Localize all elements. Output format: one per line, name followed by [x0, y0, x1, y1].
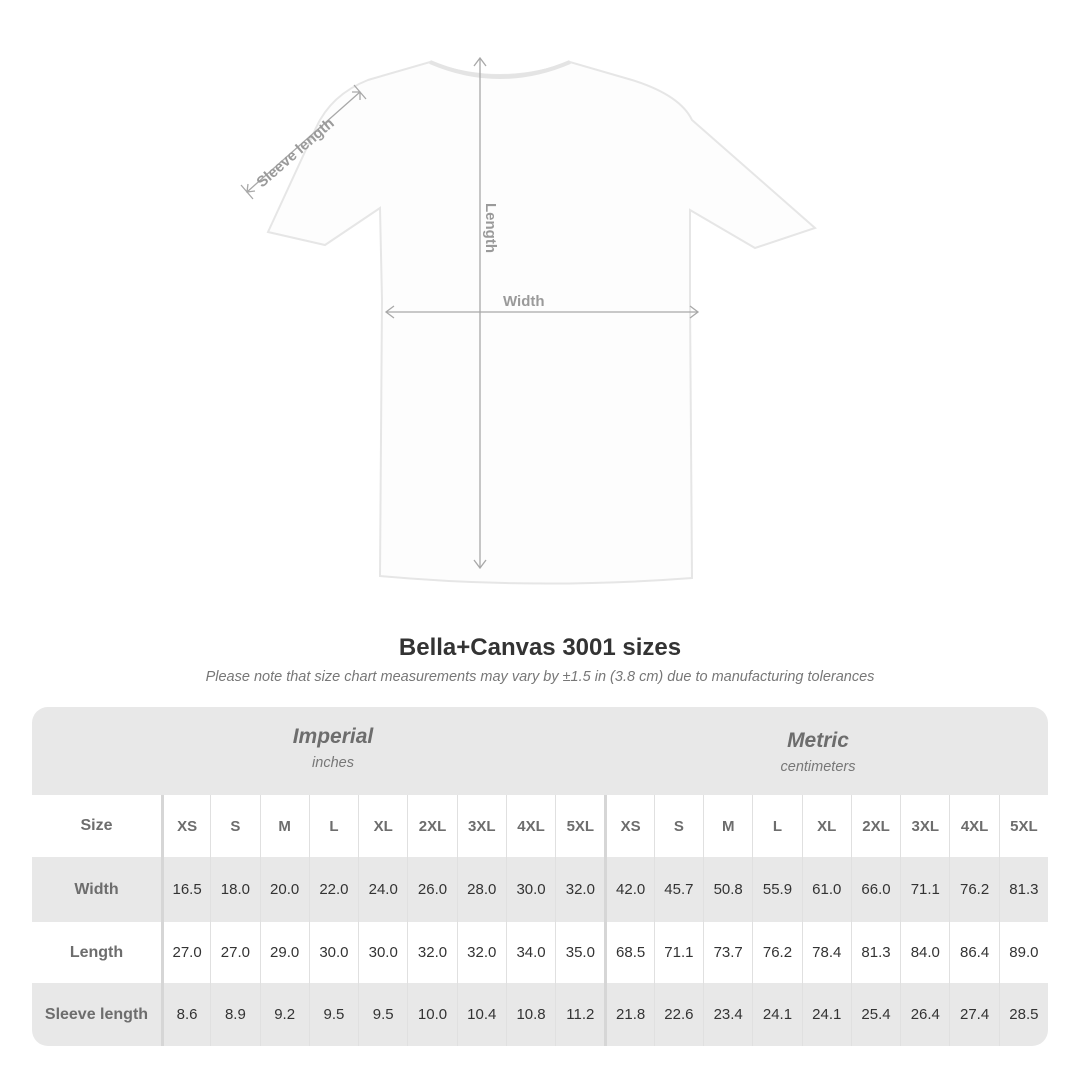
size-cell: 4XL [949, 795, 998, 857]
width-label: Width [503, 293, 545, 310]
size-cell: 3XL [456, 795, 506, 857]
table-row: Sleeve length 8.6 8.9 9.2 9.5 9.5 10.0 10.4 10.8… [32, 983, 1048, 1046]
value-cell: 50.8 [703, 857, 752, 922]
value-cell: 78.4 [801, 922, 851, 983]
value-cell: 16.5 [160, 857, 210, 922]
value-cell: 24.1 [801, 983, 851, 1046]
system-unit: centimeters [780, 759, 856, 775]
value-cell: 9.5 [358, 983, 407, 1046]
row-label: Sleeve length [44, 1005, 149, 1023]
length-label: Length [482, 203, 499, 253]
value-cell: 26.4 [900, 983, 949, 1046]
value-cell: 20.0 [259, 857, 309, 922]
value-cell: 30.0 [308, 922, 358, 983]
size-cell: M [703, 795, 752, 857]
table-row: Length 27.0 27.0 29.0 30.0 30.0 32.0 32.0 34.0 35… [32, 922, 1048, 983]
value-cell: 71.1 [653, 922, 703, 983]
row-label: Width [74, 880, 119, 898]
size-cell: S [210, 795, 259, 857]
value-cell: 21.8 [604, 983, 653, 1046]
value-cell: 25.4 [850, 983, 900, 1046]
row-label: Length [69, 943, 124, 961]
row-label: Size [80, 817, 113, 834]
value-cell: 26.0 [407, 857, 456, 922]
system-name: Imperial [292, 725, 374, 748]
size-cell: 5XL [555, 795, 604, 857]
value-cell: 68.5 [604, 922, 653, 983]
value-cell: 81.3 [998, 857, 1048, 922]
value-cell: 76.2 [752, 922, 801, 983]
value-cell: 27.4 [949, 983, 998, 1046]
tolerance-note: Please note that size chart measurements… [205, 669, 875, 685]
value-cell: 28.5 [998, 983, 1048, 1046]
size-cell: XL [801, 795, 851, 857]
value-cell: 61.0 [801, 857, 851, 922]
value-cell: 24.1 [752, 983, 801, 1046]
metric-header: Metric centimeters [605, 729, 1031, 775]
value-cell: 28.0 [456, 857, 506, 922]
size-cell: 3XL [900, 795, 949, 857]
value-cell: 9.5 [308, 983, 358, 1046]
value-cell: 45.7 [653, 857, 703, 922]
tshirt-diagram: Sleeve length Length Width [240, 56, 817, 585]
value-cell: 66.0 [850, 857, 900, 922]
value-cell: 32.0 [555, 857, 604, 922]
value-cell: 55.9 [752, 857, 801, 922]
value-cell: 34.0 [505, 922, 555, 983]
value-cell: 18.0 [210, 857, 259, 922]
value-cell: 9.2 [259, 983, 309, 1046]
size-cell: 5XL [998, 795, 1048, 857]
size-cell: M [259, 795, 309, 857]
value-cell: 30.0 [505, 857, 555, 922]
system-unit: inches [312, 755, 354, 771]
value-cell: 23.4 [703, 983, 752, 1046]
value-cell: 27.0 [210, 922, 259, 983]
size-table: Imperial inches Metric centimeters Size X… [32, 707, 1048, 1046]
value-cell: 73.7 [703, 922, 752, 983]
value-cell: 81.3 [850, 922, 900, 983]
size-cell: S [653, 795, 703, 857]
value-cell: 76.2 [949, 857, 998, 922]
page-title: Bella+Canvas 3001 sizes [398, 634, 682, 661]
value-cell: 11.2 [555, 983, 604, 1046]
value-cell: 10.0 [407, 983, 456, 1046]
system-header: Imperial inches Metric centimeters [32, 707, 1048, 795]
value-cell: 27.0 [160, 922, 210, 983]
value-cell: 29.0 [259, 922, 309, 983]
value-cell: 22.6 [653, 983, 703, 1046]
value-cell: 22.0 [308, 857, 358, 922]
size-cell: L [308, 795, 358, 857]
table-row: Width 16.5 18.0 20.0 22.0 24.0 26.0 28.0 30.0 32.… [32, 857, 1048, 922]
size-cell: XS [604, 795, 653, 857]
sleeve-arrow [246, 91, 361, 193]
size-cell: 2XL [407, 795, 456, 857]
value-cell: 8.9 [210, 983, 259, 1046]
tshirt-shape [266, 60, 817, 585]
size-cell: 4XL [505, 795, 555, 857]
imperial-header: Imperial inches [161, 725, 505, 771]
value-cell: 86.4 [949, 922, 998, 983]
value-cell: 71.1 [900, 857, 949, 922]
value-cell: 42.0 [604, 857, 653, 922]
size-cell: L [752, 795, 801, 857]
value-cell: 10.8 [505, 983, 555, 1046]
value-cell: 24.0 [358, 857, 407, 922]
size-header-row: Size XS S M L XL 2XL 3XL 4XL 5XL XS S M L XL 2XL 3XL 4XL 5… [32, 795, 1048, 857]
value-cell: 35.0 [555, 922, 604, 983]
value-cell: 10.4 [456, 983, 506, 1046]
size-cell: 2XL [850, 795, 900, 857]
value-cell: 89.0 [998, 922, 1048, 983]
value-cell: 8.6 [160, 983, 210, 1046]
size-cell: XS [160, 795, 210, 857]
system-name: Metric [787, 729, 849, 752]
value-cell: 84.0 [900, 922, 949, 983]
value-cell: 30.0 [358, 922, 407, 983]
size-cell: XL [358, 795, 407, 857]
value-cell: 32.0 [407, 922, 456, 983]
value-cell: 32.0 [456, 922, 506, 983]
